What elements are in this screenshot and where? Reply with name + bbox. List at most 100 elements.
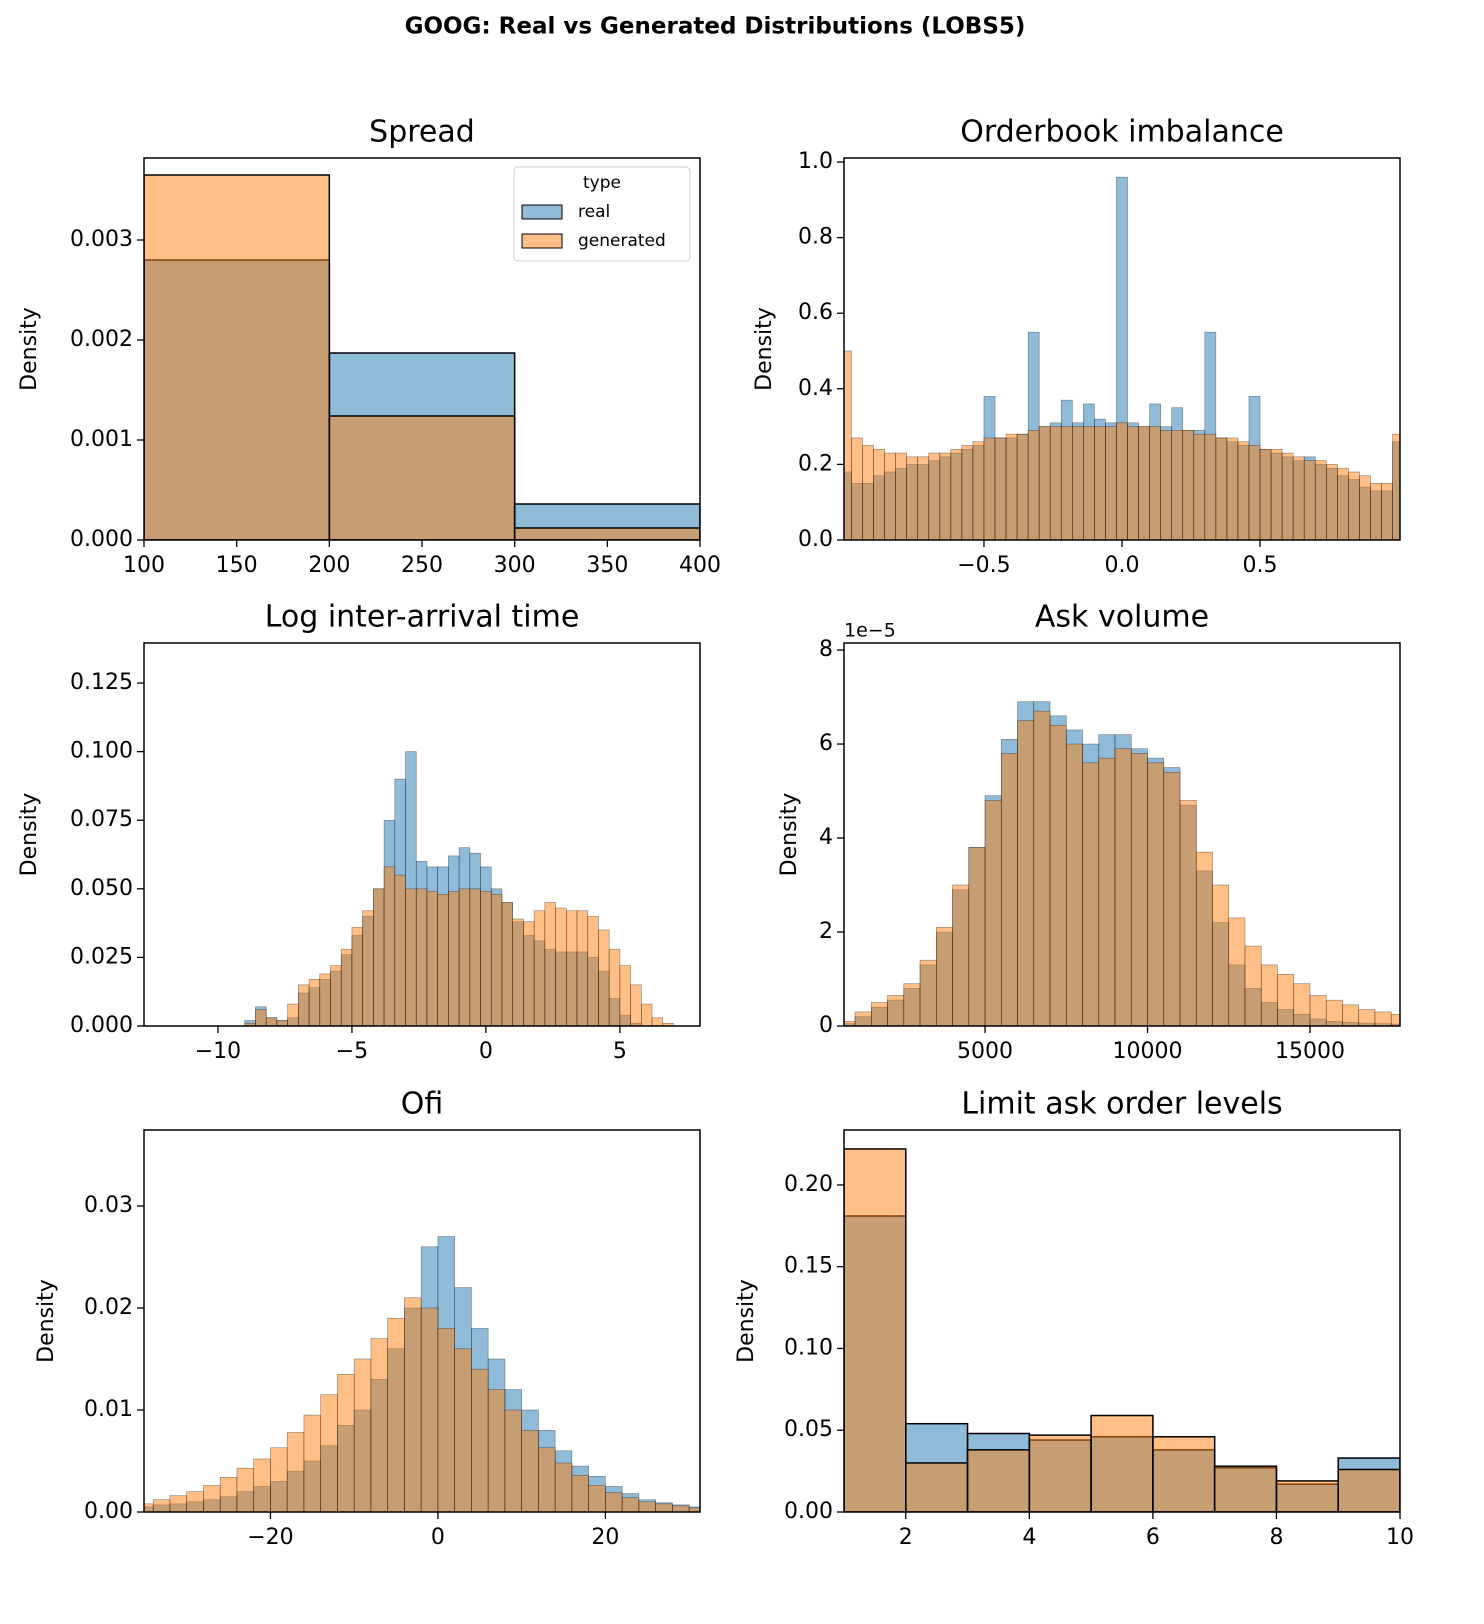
histogram-bar xyxy=(895,452,907,540)
y-axis-label: Density xyxy=(34,1279,59,1363)
histogram-bar xyxy=(576,910,589,1026)
histogram-bar xyxy=(1127,426,1139,540)
y-axis-label: Density xyxy=(17,307,42,391)
histogram-bar xyxy=(420,1307,439,1512)
histogram-bar xyxy=(919,959,937,1026)
y-tick-label: 0.100 xyxy=(70,739,133,764)
histogram-bar xyxy=(1381,483,1393,540)
x-tick-label: −0.5 xyxy=(957,553,1010,578)
y-tick-label: 0.001 xyxy=(70,427,133,452)
histogram-bar xyxy=(504,1409,522,1512)
histogram-bar xyxy=(968,847,986,1026)
legend-swatch xyxy=(521,233,563,249)
histogram-bar xyxy=(255,1009,267,1026)
histogram-bar xyxy=(303,1414,321,1512)
histogram-bar xyxy=(320,1394,338,1512)
histogram-bar xyxy=(966,1449,1031,1512)
histogram-bar xyxy=(939,452,952,540)
y-tick-label: 0.003 xyxy=(70,227,133,252)
x-tick-label: −5 xyxy=(336,1039,368,1064)
x-tick-label: 4 xyxy=(1022,1525,1036,1550)
histogram-bar xyxy=(1049,724,1067,1026)
histogram-bar xyxy=(276,1020,288,1026)
subplot-title: Orderbook imbalance xyxy=(960,115,1284,150)
histogram-bar xyxy=(490,894,503,1026)
histogram-bar xyxy=(1260,964,1278,1026)
histogram-bar xyxy=(480,891,492,1026)
histogram-bar xyxy=(1281,452,1294,540)
histogram-bar xyxy=(328,415,516,540)
histogram-bar xyxy=(454,1348,472,1512)
histogram-bar xyxy=(1147,762,1165,1026)
histogram-bar xyxy=(1303,460,1316,540)
histogram-bar xyxy=(587,915,599,1026)
histogram-bar xyxy=(1337,1468,1400,1512)
y-tick-label: 0.075 xyxy=(70,807,133,832)
histogram-bar xyxy=(621,1497,640,1512)
y-tick-label: 0.00 xyxy=(84,1499,133,1524)
y-tick-label: 1.0 xyxy=(798,149,833,174)
histogram-bar xyxy=(1114,748,1132,1026)
histogram-bar xyxy=(287,1003,299,1026)
histogram-bar xyxy=(1098,757,1116,1026)
histogram-bar xyxy=(972,441,985,540)
x-tick-label: 5 xyxy=(613,1039,627,1064)
y-tick-label: 0.000 xyxy=(70,527,133,552)
histogram-bar xyxy=(1163,771,1181,1026)
histogram-bar xyxy=(1270,448,1283,540)
histogram-bar xyxy=(655,1503,673,1512)
histogram-bar xyxy=(884,452,896,540)
histogram-bar xyxy=(513,527,700,540)
y-tick-label: 0.01 xyxy=(84,1397,133,1422)
histogram-bar xyxy=(1028,1434,1092,1512)
subplot-title: Log inter-arrival time xyxy=(265,600,580,635)
histogram-bar xyxy=(1171,430,1184,540)
histogram-bar xyxy=(1342,1004,1360,1026)
histogram-bar xyxy=(906,456,919,540)
histogram-bar xyxy=(426,891,438,1026)
histogram-bar xyxy=(1038,426,1051,540)
histogram-bar xyxy=(1244,945,1262,1026)
y-offset-label: 1e−5 xyxy=(844,620,896,642)
histogram-bar xyxy=(1293,983,1311,1026)
histogram-bar xyxy=(387,1317,405,1512)
y-tick-label: 0 xyxy=(819,1013,833,1038)
histogram-bar xyxy=(565,910,578,1026)
histogram-bar xyxy=(144,174,331,540)
histogram-bar xyxy=(854,1011,872,1026)
y-tick-label: 0.4 xyxy=(798,376,833,401)
histogram-bar xyxy=(405,888,417,1026)
histogram-bar xyxy=(1000,753,1018,1026)
x-tick-label: −20 xyxy=(247,1525,293,1550)
legend-label: generated xyxy=(578,231,666,251)
histogram-bar xyxy=(1248,445,1261,540)
histogram-bar xyxy=(1027,430,1040,540)
histogram-bar xyxy=(1292,456,1305,540)
plot-area xyxy=(244,751,674,1026)
histogram-bar xyxy=(1130,753,1148,1026)
y-axis-label: Density xyxy=(777,793,802,877)
histogram-bar xyxy=(1212,884,1230,1026)
histogram-bar xyxy=(873,448,885,540)
histogram-bar xyxy=(169,1495,188,1512)
histogram-bar xyxy=(961,445,974,540)
x-tick-label: 2 xyxy=(899,1525,913,1550)
plot-area xyxy=(844,701,1400,1026)
histogram-bar xyxy=(1358,1009,1376,1026)
histogram-bar xyxy=(1049,426,1062,540)
histogram-bar xyxy=(1348,471,1360,540)
histogram-bar xyxy=(672,1505,690,1512)
y-tick-label: 0.025 xyxy=(70,944,133,969)
histogram-bar xyxy=(353,1358,372,1512)
y-tick-label: 0.05 xyxy=(784,1417,833,1442)
histogram-bar xyxy=(404,1297,422,1512)
histogram-bar xyxy=(844,1148,907,1512)
histogram-bar xyxy=(952,884,970,1026)
histogram-bar xyxy=(370,1338,388,1512)
y-axis-label: Density xyxy=(17,793,42,877)
histogram-bar xyxy=(1204,433,1217,540)
histogram-bar xyxy=(1325,999,1343,1026)
histogram-bar xyxy=(298,984,310,1026)
